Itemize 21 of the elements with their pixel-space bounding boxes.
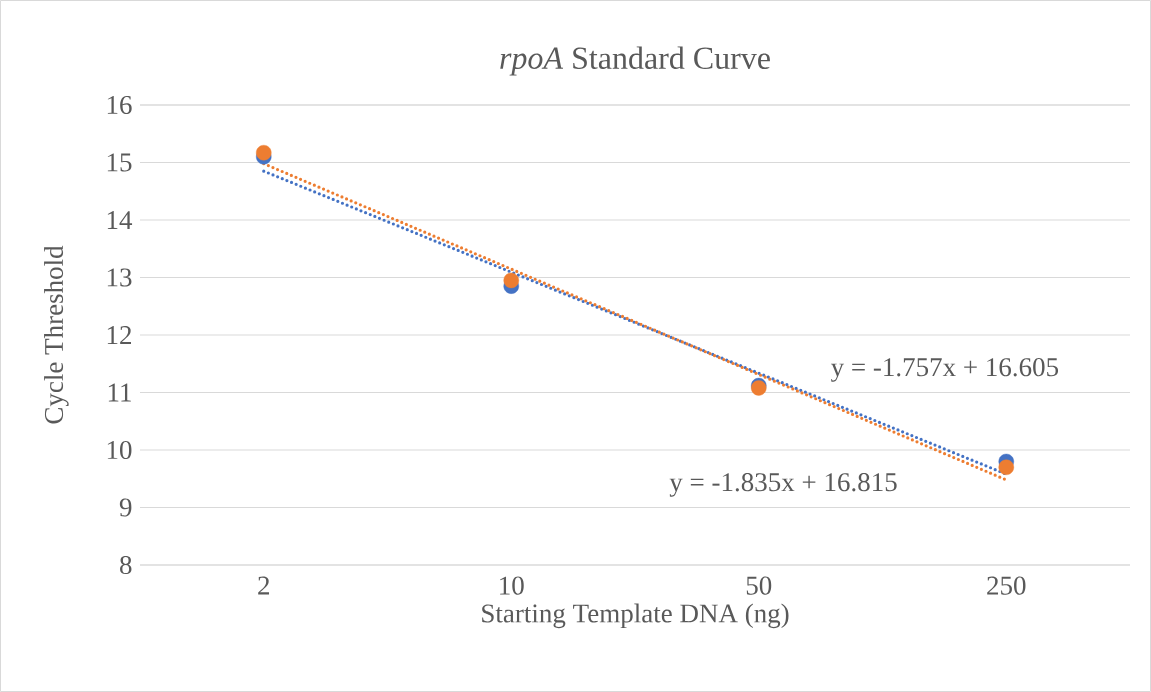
y-tick-label: 15: [107, 153, 132, 172]
x-axis-title: Starting Template DNA (ng): [482, 603, 789, 629]
y-tick-label: 14: [107, 211, 133, 229]
point: [256, 145, 272, 161]
y-tick-label: 13: [107, 268, 132, 287]
y-tick-label: 10: [107, 440, 132, 460]
y-tick-label: 11: [108, 383, 131, 402]
x-tick-label: 2: [258, 576, 270, 595]
point: [503, 272, 519, 289]
y-tick-label: 8: [120, 555, 132, 575]
y-tick-label: 12: [107, 326, 131, 344]
x-tick-label: 50: [746, 576, 772, 595]
point: [998, 459, 1014, 475]
y-axis-title: Cycle Threshold: [44, 245, 69, 424]
annotation: y = -1.757x + 16.605: [830, 358, 1059, 382]
x-tick-label: 250: [987, 576, 1026, 595]
y-tick-label: 9: [119, 498, 132, 517]
chart-title: rpoA Standard Curve: [500, 46, 770, 76]
y-tick-label: 16: [107, 95, 132, 115]
annotation: y = -1.835x + 16.815: [669, 473, 897, 497]
x-tick-label: 10: [500, 576, 524, 595]
